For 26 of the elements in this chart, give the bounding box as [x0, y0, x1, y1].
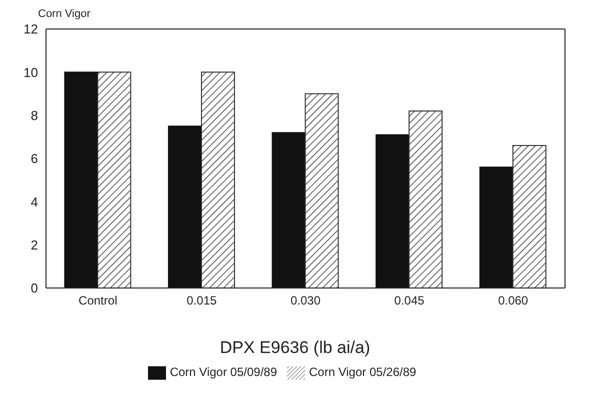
bar	[479, 166, 514, 288]
bar	[168, 126, 202, 288]
x-tick-label: 0.045	[394, 294, 425, 308]
bar	[408, 110, 443, 288]
bar	[376, 134, 410, 288]
x-axis-title: DPX E9636 (lb ai/a)	[218, 338, 372, 358]
y-axis-title: Corn Vigor	[38, 8, 90, 20]
legend-label: Corn Vigor 05/09/89	[170, 365, 277, 380]
bar	[272, 132, 306, 288]
y-tick-label: 4	[30, 194, 38, 210]
bar	[304, 93, 339, 288]
bar	[97, 72, 132, 288]
bar	[512, 145, 546, 288]
y-tick-label: 2	[30, 237, 38, 252]
y-tick-label: 10	[24, 64, 38, 80]
y-tick-label: 0	[30, 280, 38, 296]
y-tick-label: 6	[30, 151, 38, 166]
legend-label: Corn Vigor 05/26/89	[309, 365, 416, 380]
x-tick-label: 0.030	[290, 294, 321, 308]
y-tick-label: 8	[30, 108, 38, 123]
x-tick-label: 0.015	[186, 294, 218, 308]
x-tick-label: 0.060	[498, 294, 528, 308]
y-tick-label: 12	[24, 22, 38, 37]
bar	[64, 72, 98, 288]
bar	[200, 72, 235, 288]
x-tick-label: Control	[78, 294, 118, 308]
